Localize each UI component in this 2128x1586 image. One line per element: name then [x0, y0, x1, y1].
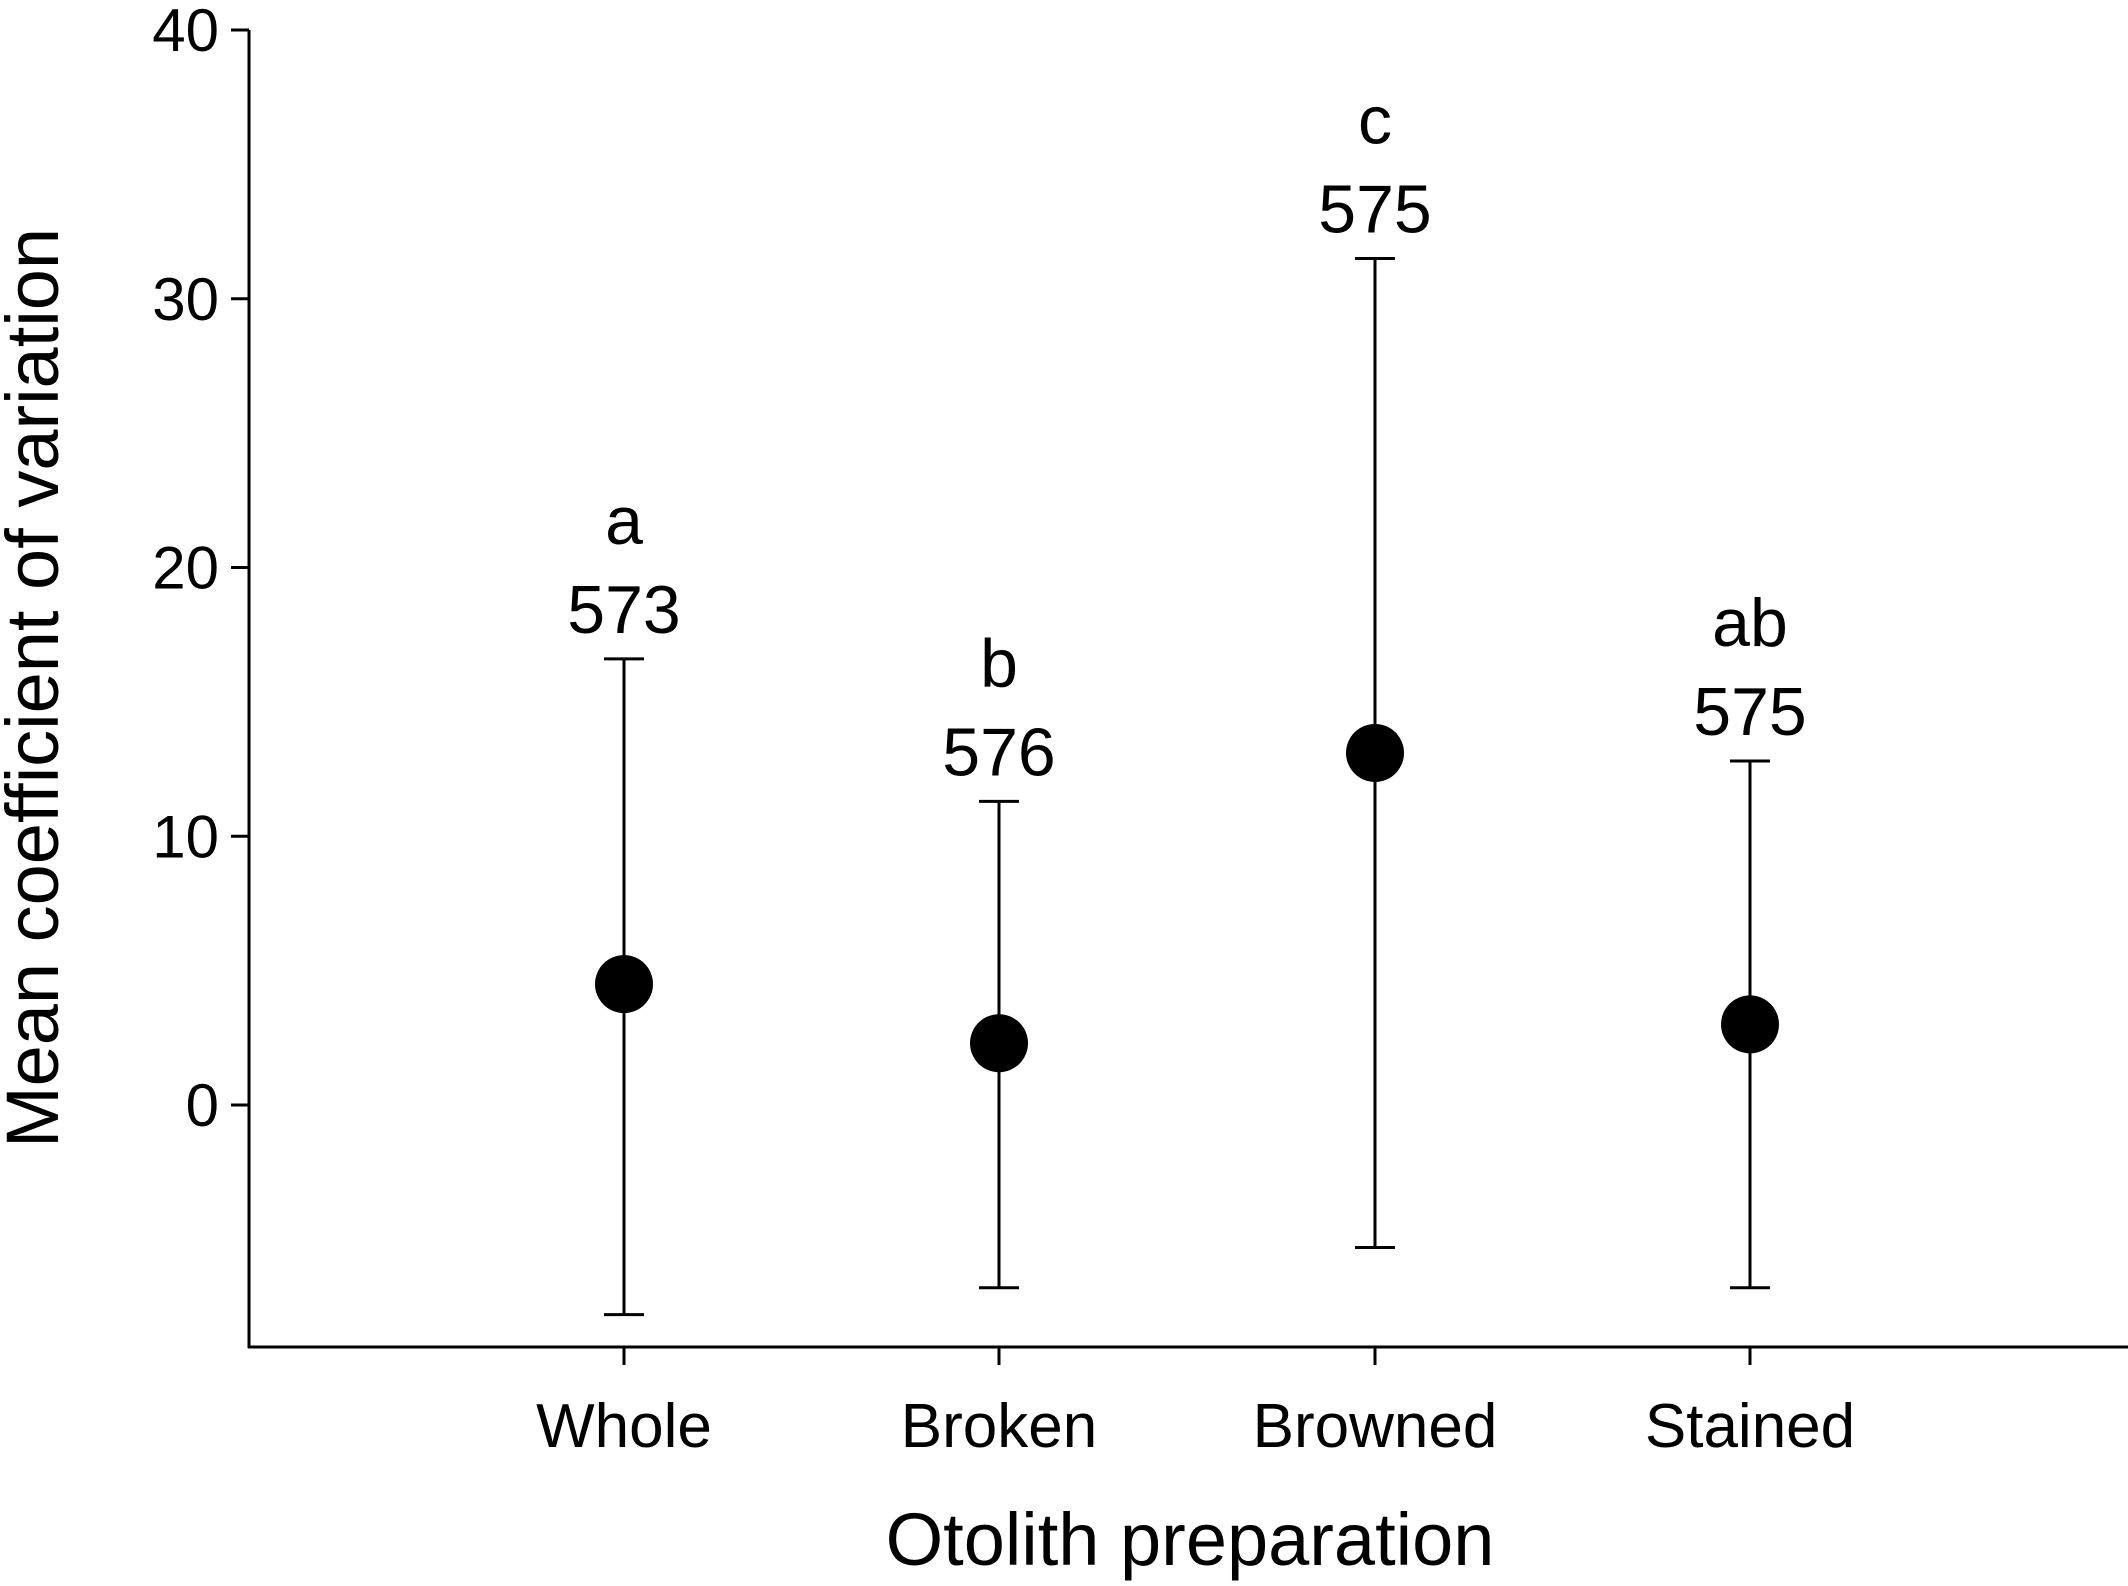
x-tick-label: Browned: [1253, 1392, 1498, 1461]
sample-size-label: 575: [1318, 171, 1431, 247]
point-group-browned: 575 c: [1318, 82, 1432, 1249]
data-point: [595, 955, 653, 1014]
x-axis-title: Otolith preparation: [886, 1498, 1495, 1581]
significance-letter: b: [980, 625, 1018, 701]
y-axis-ticks: 0 10 20 30 40: [152, 0, 249, 1139]
y-tick-label: 0: [186, 1072, 219, 1139]
x-axis-ticks: Whole Broken Browned Stained: [536, 1347, 1855, 1461]
sample-size-label: 576: [942, 714, 1055, 790]
data-marks: 573 a 576 b 575 c 575 ab: [567, 82, 1807, 1317]
point-group-broken: 576 b: [942, 625, 1056, 1290]
y-tick-label: 10: [152, 803, 219, 870]
y-tick-label: 40: [152, 0, 219, 64]
x-tick-label: Whole: [536, 1392, 712, 1461]
sample-size-label: 575: [1693, 674, 1806, 750]
x-tick-label: Broken: [901, 1392, 1097, 1461]
x-tick-label: Stained: [1645, 1392, 1855, 1461]
y-axis-title: Mean coefficient of variation: [0, 228, 74, 1148]
sample-size-label: 573: [567, 572, 680, 648]
data-point: [1721, 995, 1779, 1054]
y-tick-label: 30: [152, 266, 219, 333]
point-group-stained: 575 ab: [1693, 585, 1807, 1290]
significance-letter: c: [1358, 82, 1392, 158]
significance-letter: a: [605, 483, 643, 559]
significance-letter: ab: [1712, 585, 1788, 661]
data-point: [970, 1014, 1028, 1073]
data-point: [1346, 723, 1404, 782]
point-group-whole: 573 a: [567, 483, 681, 1317]
axes: [247, 30, 2128, 1349]
y-tick-label: 20: [152, 535, 219, 602]
